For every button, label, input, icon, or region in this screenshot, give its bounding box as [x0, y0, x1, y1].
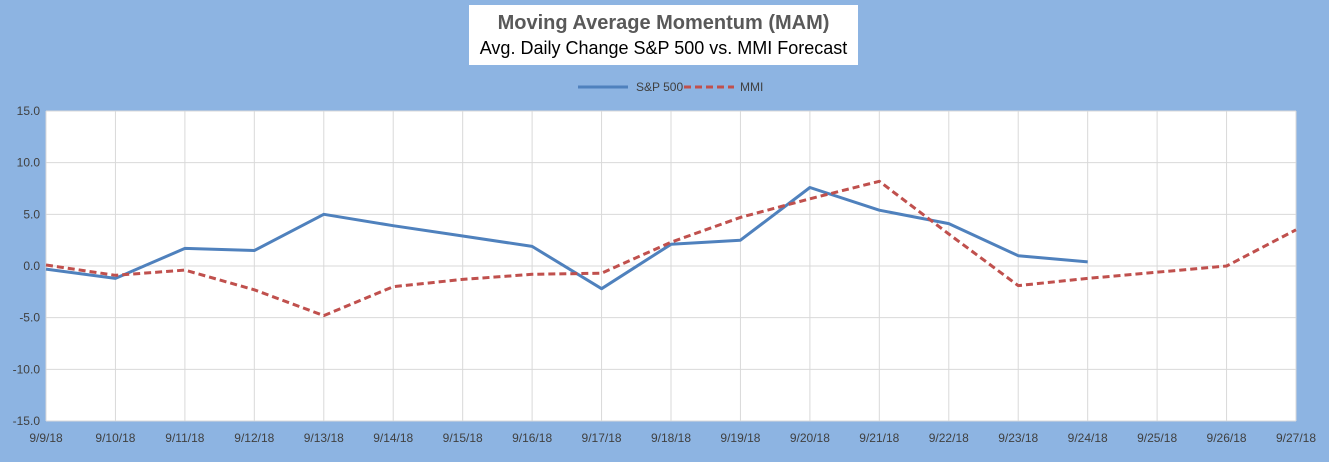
y-tick-label: 5.0 — [23, 207, 40, 221]
y-axis-ticks: -15.0 -10.0 -5.0 0.0 5.0 10.0 15.0 — [13, 104, 41, 428]
series-line-sp500 — [45, 186, 1088, 291]
y-tick-label: 15.0 — [17, 104, 41, 118]
x-tick-label: 9/20/18 — [790, 431, 830, 445]
x-tick-label: 9/21/18 — [859, 431, 899, 445]
y-tick-label: -5.0 — [19, 311, 40, 325]
y-tick-label: -15.0 — [13, 414, 41, 428]
legend-label-mmi: MMI — [740, 80, 763, 94]
chart-title-box: Moving Average Momentum (MAM) Avg. Daily… — [469, 5, 858, 65]
y-tick-label: -10.0 — [13, 362, 41, 376]
x-tick-label: 9/15/18 — [443, 431, 483, 445]
chart-subtitle: Avg. Daily Change S&P 500 vs. MMI Foreca… — [479, 38, 848, 58]
legend-label-sp500: S&P 500 — [636, 80, 683, 94]
x-tick-label: 9/17/18 — [582, 431, 622, 445]
x-tick-label: 9/25/18 — [1137, 431, 1177, 445]
legend: S&P 500 MMI — [578, 80, 763, 94]
x-tick-label: 9/23/18 — [998, 431, 1038, 445]
x-tick-label: 9/22/18 — [929, 431, 969, 445]
series-line-mmi — [45, 179, 1297, 318]
x-tick-label: 9/9/18 — [29, 431, 63, 445]
x-tick-label: 9/14/18 — [373, 431, 413, 445]
x-tick-label: 9/12/18 — [234, 431, 274, 445]
x-tick-label: 9/18/18 — [651, 431, 691, 445]
series-layer — [45, 179, 1297, 318]
x-tick-label: 9/10/18 — [95, 431, 135, 445]
x-tick-label: 9/19/18 — [720, 431, 760, 445]
x-axis-ticks: 9/9/18 9/10/18 9/11/18 9/12/18 9/13/18 9/14/1… — [29, 431, 1316, 445]
x-tick-label: 9/16/18 — [512, 431, 552, 445]
chart-title: Moving Average Momentum (MAM) — [497, 12, 830, 34]
x-tick-label: 9/27/18 — [1276, 431, 1316, 445]
x-tick-label: 9/11/18 — [165, 431, 204, 445]
y-tick-label: 0.0 — [23, 259, 40, 273]
x-tick-label: 9/13/18 — [304, 431, 344, 445]
y-tick-label: 10.0 — [17, 156, 41, 170]
x-tick-label: 9/24/18 — [1068, 431, 1108, 445]
gridlines — [45, 110, 1297, 422]
x-tick-label: 9/26/18 — [1207, 431, 1247, 445]
